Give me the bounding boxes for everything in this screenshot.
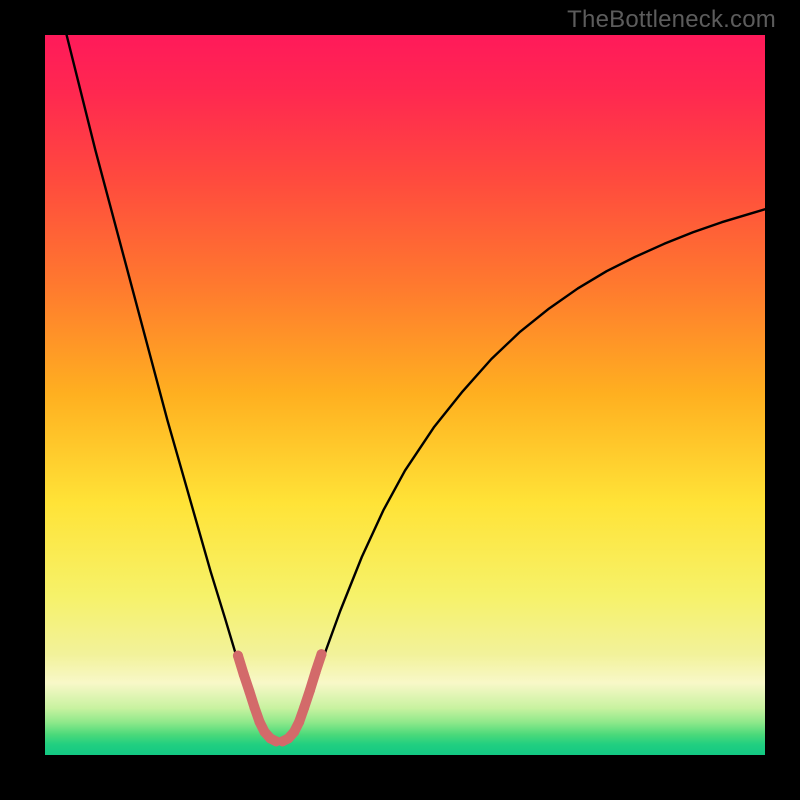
valley-dot xyxy=(305,685,315,695)
valley-dot xyxy=(299,702,309,712)
valley-dot xyxy=(233,651,243,661)
plot-area xyxy=(45,35,765,755)
valley-dot xyxy=(294,717,304,727)
valley-dot xyxy=(316,649,326,659)
valley-dot xyxy=(239,669,249,679)
chart-svg xyxy=(45,35,765,755)
valley-dot xyxy=(250,702,260,712)
gradient-background xyxy=(45,35,765,755)
valley-dot xyxy=(244,687,254,697)
valley-dot xyxy=(311,666,321,676)
valley-dot xyxy=(255,717,265,727)
valley-dot xyxy=(289,727,299,737)
watermark-text: TheBottleneck.com xyxy=(567,6,776,34)
chart-frame: TheBottleneck.com xyxy=(0,0,800,800)
